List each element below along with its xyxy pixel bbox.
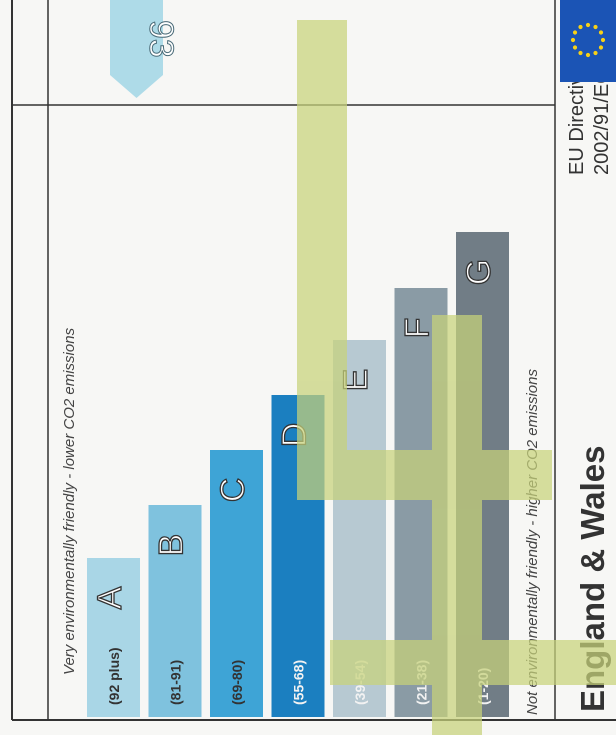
eu-star-icon <box>598 45 604 50</box>
header-top-text: Very environmentally friendly - lower CO… <box>61 327 78 675</box>
eu-star-icon <box>585 52 591 58</box>
draft-watermark <box>297 20 616 735</box>
eu-star-icon <box>585 22 591 28</box>
frame <box>11 0 616 721</box>
current-rating-arrow: 93 <box>110 0 181 98</box>
band-a-bar <box>87 558 140 717</box>
band-c-range: (69-80) <box>229 660 245 705</box>
band-f-letter: F <box>399 318 437 339</box>
eu-star-icon <box>600 37 606 43</box>
directive-line1: EU Directive <box>566 64 588 175</box>
eu-flag-icon <box>560 0 616 82</box>
eu-star-icon <box>578 50 583 56</box>
eu-star-icon <box>570 37 576 43</box>
band-a-range: (92 plus) <box>106 647 122 705</box>
eu-star-icon <box>572 30 578 35</box>
band-b-bar <box>148 505 202 717</box>
directive-line2: 2002/91/EC <box>591 69 613 175</box>
band-a-letter: A <box>91 586 129 609</box>
current-rating-value: 93 <box>142 20 180 58</box>
band-d-range: (55-68) <box>291 660 307 705</box>
eu-star-icon <box>598 30 604 35</box>
band-c-bar <box>210 450 263 717</box>
band-b-letter: B <box>153 534 191 557</box>
eu-star-icon <box>572 45 578 50</box>
eu-star-icon <box>593 24 598 30</box>
eu-star-icon <box>578 24 583 30</box>
eu-star-icon <box>593 50 598 56</box>
band-b-range: (81-91) <box>168 660 184 705</box>
band-g-letter: G <box>460 259 498 285</box>
band-c-letter: C <box>214 478 252 503</box>
